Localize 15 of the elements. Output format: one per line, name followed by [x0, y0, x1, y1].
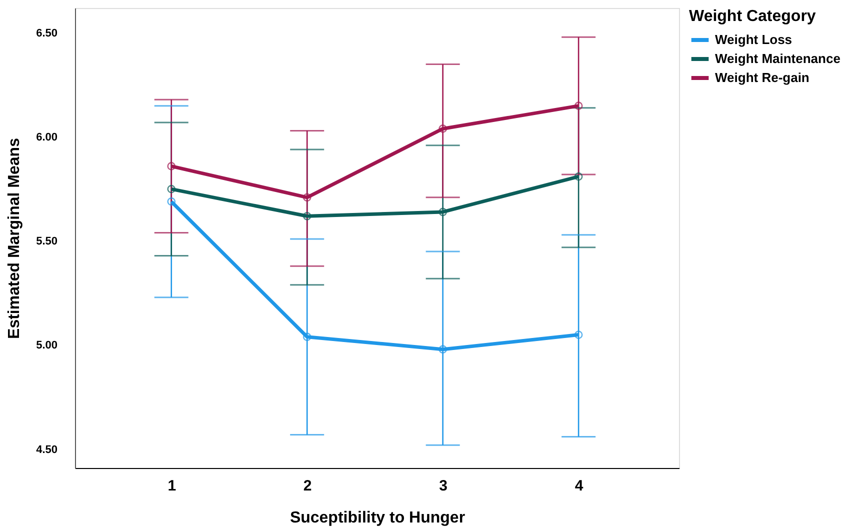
- y-tick-label: 6.50: [36, 27, 58, 40]
- legend-label: Weight Loss: [715, 32, 792, 47]
- y-tick-label: 6.00: [36, 132, 58, 144]
- y-tick-label: 4.50: [36, 444, 58, 456]
- x-tick-label: 1: [168, 478, 176, 494]
- x-tick-label: 2: [303, 478, 312, 494]
- y-tick-label: 5.00: [36, 340, 58, 352]
- x-tick-label: 3: [439, 478, 448, 494]
- x-tick-label: 4: [574, 478, 584, 494]
- legend-title: Weight Category: [689, 8, 816, 25]
- legend-label: Weight Maintenance: [715, 51, 840, 66]
- x-axis-title: Suceptibility to Hunger: [290, 510, 466, 526]
- legend-label: Weight Re-gain: [715, 70, 810, 85]
- y-axis-title: Estimated Marginal Means: [6, 138, 24, 339]
- y-tick-label: 5.50: [36, 236, 58, 248]
